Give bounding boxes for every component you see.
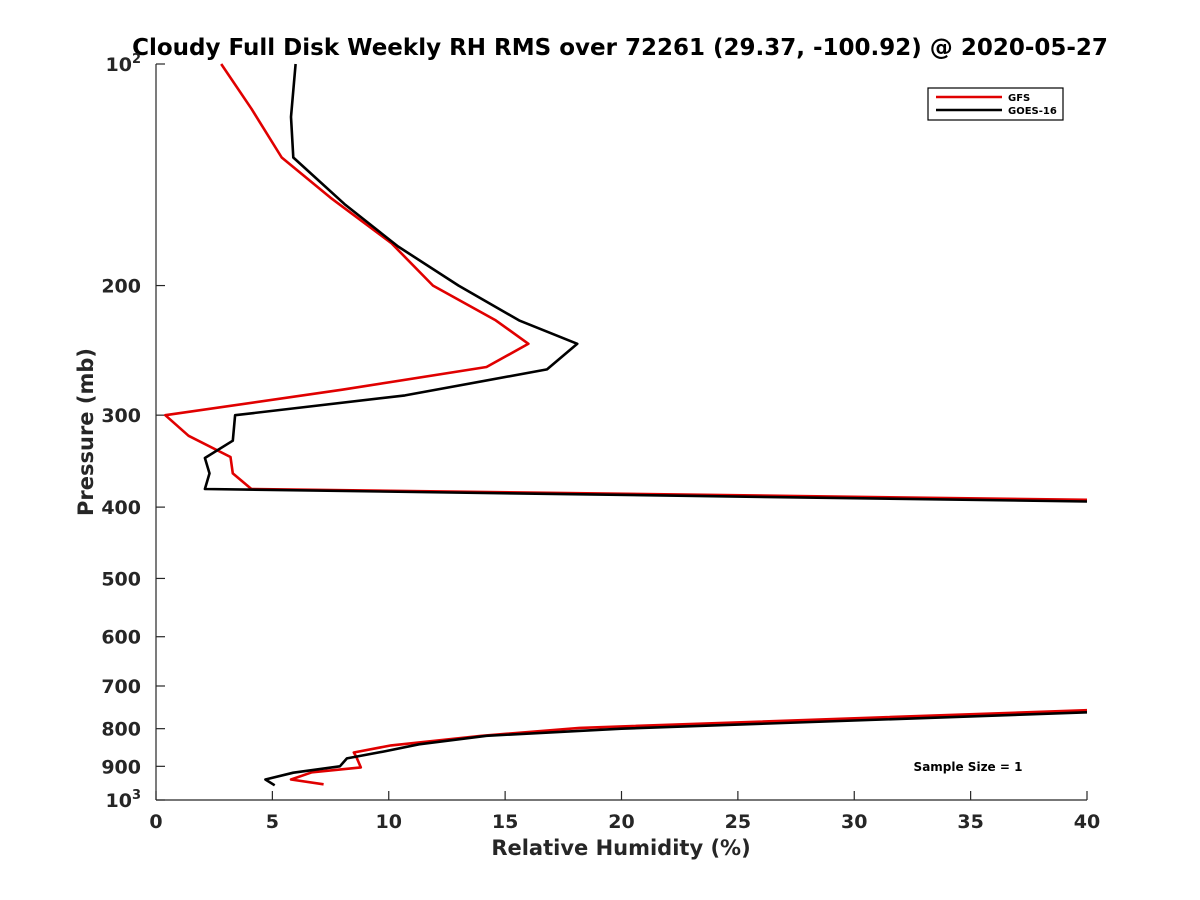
y-tick-base: 600 [101, 627, 141, 649]
y-tick-base: 800 [101, 719, 141, 741]
chart-title: Cloudy Full Disk Weekly RH RMS over 7226… [132, 35, 1108, 61]
series-line-segment [164, 63, 1088, 502]
y-tick-base: 10 [106, 54, 132, 76]
y-tick-base: 500 [101, 568, 141, 590]
y-tick-base: 900 [101, 756, 141, 778]
y-tick-label: 102 [106, 52, 142, 76]
series-line-segment [203, 63, 1088, 503]
x-tick-label: 10 [376, 811, 402, 833]
x-tick-label: 0 [149, 811, 162, 833]
y-tick-exponent: 3 [132, 788, 141, 803]
x-tick-label: 35 [957, 811, 983, 833]
y-tick-label: 300 [101, 405, 141, 427]
series-line-segment [264, 711, 1088, 787]
series-goes16 [203, 63, 1088, 787]
x-tick-label: 20 [608, 811, 634, 833]
y-axis-label: Pressure (mb) [74, 348, 98, 516]
y-tick-exponent: 2 [132, 52, 141, 67]
y-tick-label: 400 [101, 497, 141, 519]
legend-label-goes16: GOES-16 [1008, 106, 1057, 117]
x-tick-label: 30 [841, 811, 867, 833]
y-tick-base: 10 [106, 790, 132, 812]
x-tick-label: 15 [492, 811, 518, 833]
y-tick-label: 200 [101, 276, 141, 298]
y-tick-label: 700 [101, 676, 141, 698]
x-axis-label: Relative Humidity (%) [491, 836, 750, 860]
legend: GFS GOES-16 [927, 87, 1064, 121]
x-tick-label: 5 [266, 811, 279, 833]
y-tick-label: 103 [106, 788, 142, 812]
series-layer [164, 63, 1088, 787]
legend-label-gfs: GFS [1008, 93, 1030, 104]
y-tick-base: 200 [101, 276, 141, 298]
x-axis-ticks: 0 5 10 15 20 25 30 35 40 [149, 791, 1100, 833]
series-line-segment [289, 708, 1088, 786]
x-tick-label: 25 [725, 811, 751, 833]
y-tick-label: 500 [101, 568, 141, 590]
series-gfs [164, 63, 1088, 786]
y-tick-base: 400 [101, 497, 141, 519]
x-tick-label: 40 [1074, 811, 1100, 833]
y-tick-label: 600 [101, 627, 141, 649]
y-tick-base: 700 [101, 676, 141, 698]
sample-size-annotation: Sample Size = 1 [914, 760, 1023, 774]
legend-box [927, 87, 1064, 121]
y-tick-base: 300 [101, 405, 141, 427]
y-tick-label: 800 [101, 719, 141, 741]
y-tick-label: 900 [101, 756, 141, 778]
